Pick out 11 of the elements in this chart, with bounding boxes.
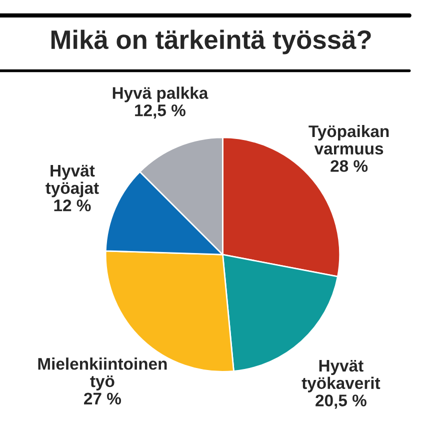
data-label: 27 % xyxy=(84,392,122,404)
data-label: 20,5 % xyxy=(316,394,366,409)
slice-label: Hyvät työkaverit xyxy=(302,360,380,392)
slice-label: Työpaikan varmuus xyxy=(308,124,389,155)
slice-label: Hyvä palkka xyxy=(112,86,208,102)
slice-label: Mielenkiintoinen työ xyxy=(38,358,167,390)
data-label: 28 % xyxy=(330,160,368,172)
data-label: 12 % xyxy=(54,200,91,212)
slice-label: Hyvät työajat xyxy=(46,164,99,198)
data-label: 12,5 % xyxy=(135,104,186,119)
chart-title: Mikä on tärkeintä työssä? xyxy=(51,30,371,54)
